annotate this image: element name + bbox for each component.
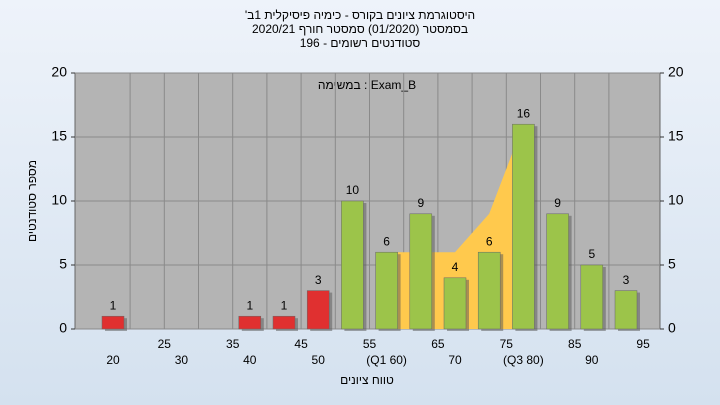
bar	[306, 290, 330, 330]
value-label: 9	[554, 196, 561, 210]
title-line: 'היסטוגרמת ציונים בקורס - כימיה פיסיקלית…	[245, 8, 475, 22]
x-tick-label: 35	[226, 337, 240, 351]
x-tick-label: 85	[568, 337, 582, 351]
value-label: 16	[517, 106, 531, 120]
bar	[614, 290, 638, 330]
x-tick-label: 40	[243, 353, 257, 367]
x-tick-label: 75	[500, 337, 514, 351]
x-tick-label: 45	[294, 337, 308, 351]
title-line: סטודנטים רשומים - 196	[300, 36, 421, 50]
x-tick-label: 95	[636, 337, 650, 351]
y-tick-label: 5	[59, 256, 67, 272]
value-label: 1	[110, 298, 117, 312]
y-tick-label: 20	[51, 64, 67, 80]
bar	[409, 213, 433, 330]
bar	[375, 251, 398, 330]
x-tick-label: (Q1 60)	[366, 353, 407, 367]
y-tick-label: 10	[51, 192, 67, 208]
bar	[580, 264, 604, 330]
x-tick-label: 55	[363, 337, 377, 351]
bar	[101, 315, 125, 330]
y-tick-label: 0	[59, 320, 67, 336]
x-tick-label: 90	[585, 353, 599, 367]
value-label: 9	[417, 196, 424, 210]
bar	[238, 315, 262, 330]
x-tick-label: 20	[106, 353, 120, 367]
y-axis-label: מספר סטודנטים	[25, 160, 39, 242]
y2-tick-label: 0	[668, 320, 676, 336]
value-label: 6	[486, 234, 493, 248]
value-label: 1	[281, 298, 288, 312]
x-tick-label: 70	[448, 353, 462, 367]
y2-tick-label: 10	[668, 192, 684, 208]
value-label: 5	[588, 247, 595, 261]
x-tick-label: 30	[175, 353, 189, 367]
x-tick-label: 50	[312, 353, 326, 367]
value-label: 1	[246, 298, 253, 312]
bar	[443, 277, 467, 330]
y2-tick-label: 15	[668, 128, 684, 144]
bar	[272, 315, 296, 330]
value-label: 3	[315, 273, 322, 287]
bar	[546, 213, 569, 330]
x-tick-label: 65	[431, 337, 445, 351]
x-axis-label: טווח ציונים	[340, 373, 394, 387]
bar	[512, 123, 535, 330]
y2-tick-label: 20	[668, 64, 684, 80]
bar	[477, 251, 501, 330]
x-tick-label: (Q3 80)	[503, 353, 544, 367]
annotation: במשימה : Exam_B	[318, 78, 416, 92]
bar	[341, 200, 364, 330]
y2-tick-label: 5	[668, 256, 676, 272]
value-label: 4	[452, 260, 459, 274]
value-label: 6	[383, 234, 390, 248]
value-label: 3	[623, 273, 630, 287]
value-label: 10	[346, 183, 360, 197]
x-tick-label: 25	[158, 337, 172, 351]
y-tick-label: 15	[51, 128, 67, 144]
title-line: בסמסטר (01/2020) סמסטר חורף 2020/21	[252, 22, 468, 36]
